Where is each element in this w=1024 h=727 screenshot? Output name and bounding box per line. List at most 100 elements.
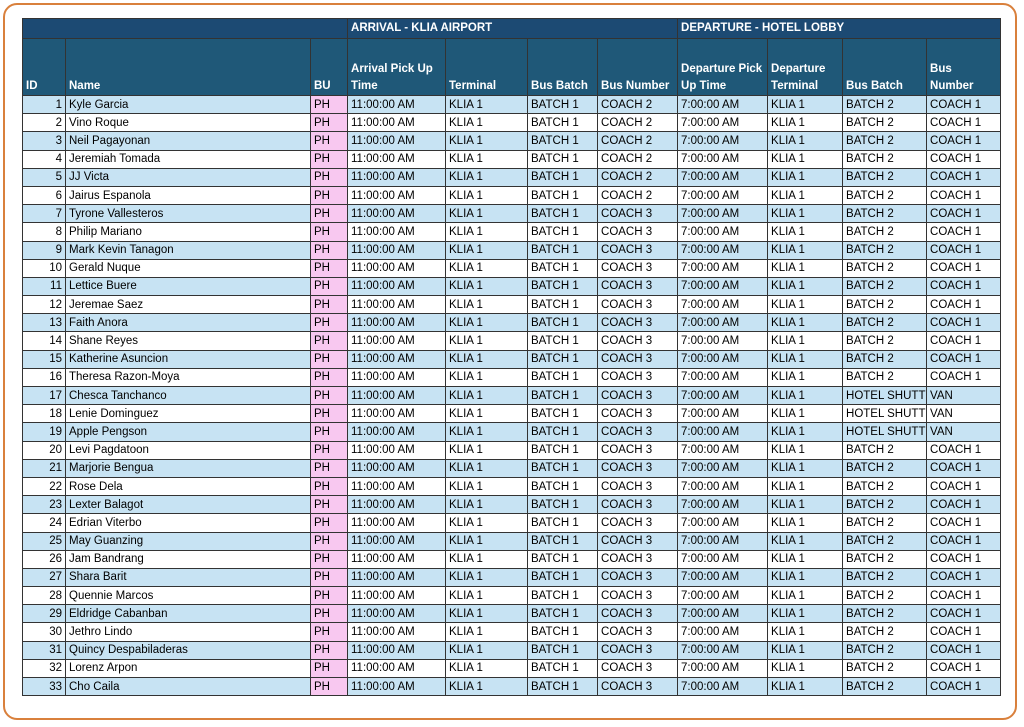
table-cell: 11:00:00 AM: [347, 367, 447, 388]
table-cell: COACH 1: [926, 604, 1002, 624]
table-cell: KLIA 1: [445, 658, 529, 679]
table-cell: BATCH 1: [527, 313, 599, 333]
table-body: 1 Kyle Garcia PH 11:00:00 AM KLIA 1 BATCH 1 CO…: [22, 94, 1002, 697]
table-row: 32 Lorenz Arpon PH 11:00:00 AM KLIA 1 BATCH 1…: [22, 658, 1002, 679]
table-cell: VAN: [926, 422, 1002, 442]
table-cell: COACH 3: [597, 531, 679, 551]
table-cell: KLIA 1: [767, 113, 844, 133]
column-header: ID: [22, 38, 66, 96]
column-header: Bus Number: [597, 38, 679, 96]
table-cell: 7:00:00 AM: [677, 567, 769, 588]
table-cell: BATCH 2: [842, 131, 928, 151]
table-cell: BATCH 2: [842, 549, 928, 569]
table-cell: COACH 1: [926, 204, 1002, 224]
table-cell: PH: [309, 622, 349, 642]
table-row: 7 Tyrone Vallesteros PH 11:00:00 AM KLIA 1 BA…: [22, 204, 1002, 224]
table-cell: KLIA 1: [445, 586, 529, 606]
table-cell: BATCH 1: [527, 476, 599, 497]
table-cell: Jeremiah Tomada: [65, 149, 311, 169]
table-cell: KLIA 1: [445, 622, 529, 642]
table-cell: KLIA 1: [445, 295, 529, 315]
table-cell: 11:00:00 AM: [347, 531, 447, 551]
table-cell: 28: [22, 586, 66, 606]
table-cell: HOTEL SHUTTL: [842, 404, 928, 424]
table-cell: BATCH 1: [527, 367, 599, 388]
table-cell: KLIA 1: [445, 276, 529, 297]
table-row: 25 May Guanzing PH 11:00:00 AM KLIA 1 BATCH 1…: [22, 531, 1002, 551]
table-cell: PH: [309, 94, 349, 115]
table-cell: Quennie Marcos: [65, 586, 311, 606]
table-cell: KLIA 1: [767, 313, 844, 333]
table-cell: VAN: [926, 385, 1002, 406]
table-cell: PH: [309, 167, 349, 187]
table-cell: PH: [309, 149, 349, 169]
table-cell: KLIA 1: [767, 404, 844, 424]
table-cell: COACH 1: [926, 258, 1002, 278]
table-cell: Eldridge Cabanban: [65, 604, 311, 624]
table-cell: 15: [22, 349, 66, 369]
column-header: BU: [309, 38, 349, 96]
table-cell: COACH 1: [926, 185, 1002, 206]
table-cell: PH: [309, 513, 349, 533]
table-cell: 7:00:00 AM: [677, 495, 769, 515]
table-cell: COACH 1: [926, 640, 1002, 660]
table-cell: 7:00:00 AM: [677, 658, 769, 679]
table-cell: KLIA 1: [767, 640, 844, 660]
column-header: Name: [65, 38, 311, 96]
table-cell: Lorenz Arpon: [65, 658, 311, 679]
table-cell: PH: [309, 367, 349, 388]
table-cell: COACH 1: [926, 513, 1002, 533]
table-cell: 7:00:00 AM: [677, 295, 769, 315]
table-cell: PH: [309, 113, 349, 133]
table-cell: 7:00:00 AM: [677, 240, 769, 260]
table-cell: 7:00:00 AM: [677, 458, 769, 478]
table-cell: COACH 1: [926, 94, 1002, 115]
table-cell: COACH 1: [926, 313, 1002, 333]
table-cell: COACH 3: [597, 349, 679, 369]
table-cell: BATCH 2: [842, 149, 928, 169]
group-header: [21, 18, 349, 39]
table-cell: COACH 1: [926, 440, 1002, 460]
table-cell: Edrian Viterbo: [65, 513, 311, 533]
table-cell: Jam Bandrang: [65, 549, 311, 569]
table-cell: KLIA 1: [445, 313, 529, 333]
table-cell: BATCH 2: [842, 240, 928, 260]
table-cell: COACH 3: [597, 586, 679, 606]
table-cell: COACH 3: [597, 495, 679, 515]
table-cell: 2: [22, 113, 66, 133]
table-cell: BATCH 2: [842, 185, 928, 206]
table-cell: KLIA 1: [767, 513, 844, 533]
table-cell: PH: [309, 313, 349, 333]
table-cell: BATCH 2: [842, 331, 928, 351]
table-cell: KLIA 1: [445, 440, 529, 460]
table-cell: 20: [22, 440, 66, 460]
table-cell: 11:00:00 AM: [347, 113, 447, 133]
table-cell: 7:00:00 AM: [677, 549, 769, 569]
table-cell: KLIA 1: [767, 422, 844, 442]
table-cell: PH: [309, 549, 349, 569]
table-cell: 11:00:00 AM: [347, 549, 447, 569]
table-row: 17 Chesca Tanchanco PH 11:00:00 AM KLIA 1 BAT…: [22, 385, 1002, 406]
table-cell: PH: [309, 331, 349, 351]
table-cell: 11:00:00 AM: [347, 640, 447, 660]
table-cell: 30: [22, 622, 66, 642]
group-header: DEPARTURE - HOTEL LOBBY: [677, 18, 1002, 39]
table-cell: 7:00:00 AM: [677, 640, 769, 660]
table-cell: Philip Mariano: [65, 222, 311, 242]
table-cell: PH: [309, 385, 349, 406]
column-header: Bus Batch: [527, 38, 599, 96]
table-cell: BATCH 2: [842, 295, 928, 315]
table-cell: 1: [22, 94, 66, 115]
table-row: 3 Neil Pagayonan PH 11:00:00 AM KLIA 1 BATCH …: [22, 131, 1002, 151]
column-header: Bus Batch: [842, 38, 928, 96]
table-cell: KLIA 1: [445, 495, 529, 515]
table-cell: 8: [22, 222, 66, 242]
table-cell: COACH 1: [926, 567, 1002, 588]
table-cell: 16: [22, 367, 66, 388]
table-cell: PH: [309, 440, 349, 460]
table-cell: 7:00:00 AM: [677, 167, 769, 187]
schedule-table: ARRIVAL - KLIA AIRPORT DEPARTURE - HOTEL…: [21, 18, 1002, 697]
table-cell: BATCH 1: [527, 404, 599, 424]
table-cell: 7:00:00 AM: [677, 113, 769, 133]
